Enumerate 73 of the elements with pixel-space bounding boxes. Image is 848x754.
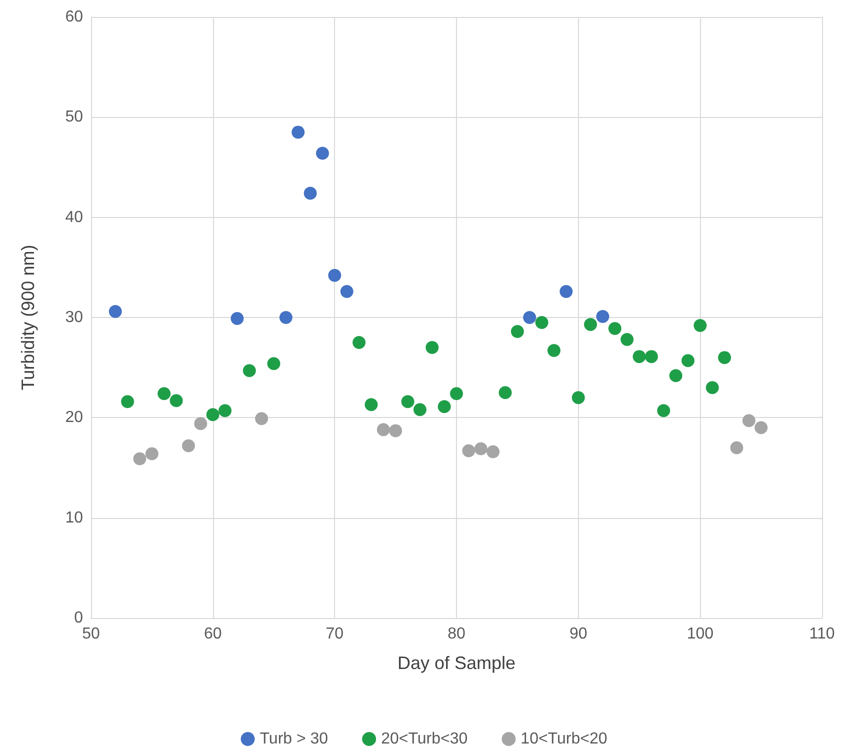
x-tick-label: 90 (569, 626, 588, 642)
point (121, 395, 134, 408)
point (510, 325, 524, 338)
point (754, 421, 768, 434)
point (133, 452, 146, 466)
y-tick-label: 40 (65, 208, 84, 226)
point (535, 316, 548, 330)
y-tick-label: 50 (65, 108, 84, 126)
y-axis-title: Turbidity (900 nm) (18, 244, 38, 390)
point (547, 344, 560, 358)
point (182, 439, 195, 452)
x-tick-label: 70 (326, 626, 344, 642)
point (596, 310, 610, 323)
point (742, 414, 756, 428)
point (620, 333, 634, 346)
point (498, 386, 512, 400)
point (255, 412, 268, 426)
point (426, 341, 439, 354)
x-tick-label: 60 (204, 626, 222, 642)
point (230, 312, 244, 325)
point (413, 403, 426, 416)
point (267, 357, 280, 370)
x-tick-label: 80 (448, 626, 466, 642)
point (608, 322, 622, 336)
point (279, 311, 292, 324)
point (584, 318, 598, 332)
point (194, 417, 208, 430)
point (158, 387, 171, 400)
point (560, 284, 573, 298)
x-axis-title: Day of Sample (397, 653, 516, 673)
point (352, 336, 366, 350)
legend-label: Turb > 30 (260, 730, 328, 748)
point (364, 398, 378, 412)
y-tick-label: 20 (65, 409, 84, 426)
point (242, 364, 256, 378)
x-tick-label: 100 (686, 626, 714, 642)
point (328, 268, 342, 282)
point (657, 404, 670, 418)
point (401, 395, 414, 408)
legend-label: 20<Turb<30 (381, 730, 468, 748)
point (486, 445, 500, 458)
point (218, 404, 232, 418)
point (462, 444, 476, 458)
point (292, 126, 305, 139)
y-tick-label: 0 (74, 610, 84, 626)
point (340, 284, 354, 298)
point (438, 400, 451, 414)
point (206, 408, 220, 422)
point (389, 424, 402, 438)
point (474, 442, 488, 456)
point (572, 391, 585, 404)
point (681, 354, 694, 368)
x-tick-label: 110 (809, 626, 835, 642)
point (730, 441, 744, 454)
y-tick-label: 10 (65, 509, 84, 526)
y-tick-label: 60 (65, 8, 84, 26)
point (718, 351, 732, 364)
point (706, 381, 719, 394)
point (450, 387, 463, 400)
point (644, 350, 658, 364)
point (145, 447, 158, 460)
point (108, 304, 122, 318)
point (523, 311, 536, 324)
point (669, 369, 682, 382)
point (316, 146, 329, 160)
point (304, 186, 317, 200)
point (376, 423, 390, 436)
point (694, 319, 707, 332)
x-tick-label: 50 (82, 626, 100, 642)
y-tick-label: 30 (65, 309, 84, 326)
point (632, 350, 646, 364)
point (170, 394, 183, 408)
legend-label: 10<Turb<20 (520, 730, 608, 748)
